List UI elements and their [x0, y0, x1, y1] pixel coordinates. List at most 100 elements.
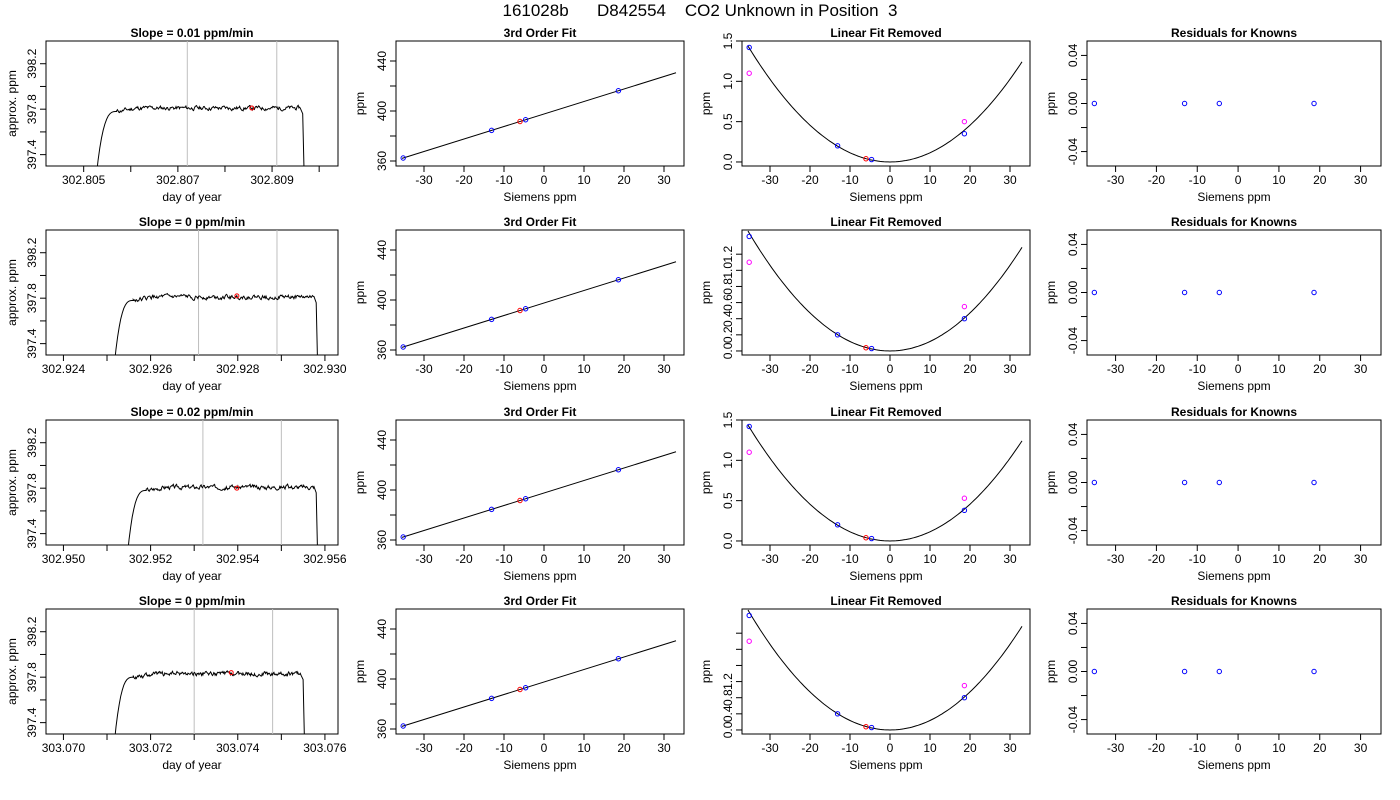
x-tick-label: 302.924: [42, 362, 86, 376]
panel-r1c2: 3rd Order Fit -30 -20 -10 0 10 20 30 Siemens ppm…: [353, 26, 685, 204]
x-tick-label: 20: [1313, 741, 1327, 755]
y-tick-label: 0.04: [1066, 232, 1080, 256]
panel-r4c3: Linear Fit Removed -30 -20 -10 0 10 20 30 Siemen…: [699, 594, 1031, 772]
plot-area: [400, 261, 677, 350]
x-tick-label: -30: [1107, 741, 1125, 755]
plot-area: [1091, 289, 1317, 296]
unknown-point: [517, 497, 523, 504]
known-point: [834, 143, 841, 149]
y-tick-label: 400: [375, 669, 389, 689]
known-point: [1091, 668, 1098, 675]
y-tick-label: 0.04: [1066, 611, 1080, 635]
x-tick-label: 10: [923, 173, 937, 187]
y-axis-label: approx. ppm: [5, 259, 19, 326]
y-tick-label: 0.00: [1066, 470, 1080, 494]
panel-title: 3rd Order Fit: [504, 405, 577, 419]
y-tick-label: 360: [375, 719, 389, 739]
x-tick-label: 30: [1354, 741, 1368, 755]
plot-frame: [395, 608, 685, 735]
x-tick-label: 30: [657, 173, 671, 187]
y-tick-label: 397.4: [25, 328, 39, 358]
y-axis-label: ppm: [353, 660, 367, 683]
plot-area: [114, 609, 305, 734]
x-tick-label: 0: [887, 173, 894, 187]
y-tick-label: 397.8: [25, 473, 39, 503]
x-tick-label: -10: [841, 173, 859, 187]
y-tick-label: -0.04: [1066, 327, 1080, 355]
x-axis-label: Siemens ppm: [503, 190, 576, 204]
y-tick-label: 360: [375, 530, 389, 550]
panel-title: Linear Fit Removed: [830, 26, 941, 40]
unknown-point: [517, 686, 523, 693]
panel-title: Slope = 0.02 ppm/min: [130, 405, 253, 419]
x-tick-label: 10: [1272, 362, 1286, 376]
known-point: [488, 695, 495, 702]
y-tick-label: 1.5: [721, 411, 735, 428]
plot-frame: [1086, 419, 1382, 546]
panel-r1c1: Slope = 0.01 ppm/min 302.805 302.807 302.80…: [5, 26, 339, 204]
known-point: [746, 233, 752, 240]
x-tick-label: 30: [657, 741, 671, 755]
known-point: [1091, 100, 1098, 107]
x-tick-label: 302.805: [62, 173, 106, 187]
known-point: [400, 344, 406, 350]
plot-frame: [741, 40, 1031, 167]
x-tick-label: 0: [541, 362, 548, 376]
known-point: [1311, 289, 1317, 296]
x-tick-label: 30: [1003, 741, 1017, 755]
plot-frame: [45, 608, 339, 735]
plot-frame: [741, 608, 1031, 735]
x-tick-label: 0: [541, 173, 548, 187]
x-tick-label: 20: [1313, 362, 1327, 376]
known-point: [1091, 289, 1098, 296]
x-tick-label: 10: [923, 741, 937, 755]
x-axis-label: Siemens ppm: [1197, 758, 1270, 772]
x-tick-label: 302.950: [42, 552, 86, 566]
y-tick-label: 397.4: [25, 139, 39, 169]
plot-area: [1091, 668, 1317, 675]
known-point: [488, 316, 495, 323]
x-tick-label: -30: [1107, 173, 1125, 187]
x-tick-label: 0: [1235, 362, 1242, 376]
panel-title: Slope = 0.01 ppm/min: [130, 26, 253, 40]
unknown-point: [863, 345, 869, 351]
x-tick-label: 302.956: [303, 552, 347, 566]
y-tick-label: 400: [375, 290, 389, 310]
plot-frame: [395, 419, 685, 546]
y-axis-label: ppm: [1044, 281, 1058, 304]
x-tick-label: 10: [923, 362, 937, 376]
fit-line: [401, 640, 677, 727]
ppm-trace: [127, 483, 318, 545]
plot-area: [114, 230, 318, 355]
x-axis-label: Siemens ppm: [1197, 379, 1270, 393]
y-tick-label: -0.04: [1066, 517, 1080, 545]
x-axis-label: day of year: [162, 569, 221, 583]
y-tick-label: 397.8: [25, 94, 39, 124]
y-tick-label: 0.4: [721, 310, 735, 327]
known-point: [834, 522, 841, 528]
unknown-point: [517, 118, 523, 125]
x-tick-label: -20: [801, 741, 819, 755]
x-tick-label: 20: [963, 552, 977, 566]
x-axis-label: Siemens ppm: [1197, 569, 1270, 583]
y-tick-label: 440: [375, 240, 389, 260]
x-tick-label: -10: [1189, 173, 1207, 187]
known-point: [400, 534, 406, 540]
y-tick-label: 397.4: [25, 707, 39, 737]
x-tick-label: 30: [1003, 362, 1017, 376]
known-point: [522, 496, 529, 502]
x-axis-label: day of year: [162, 190, 221, 204]
known-point: [834, 332, 841, 338]
y-tick-label: 400: [375, 480, 389, 500]
known-point: [1181, 668, 1188, 675]
panel-title: Slope = 0 ppm/min: [139, 594, 245, 608]
y-tick-label: 398.2: [25, 48, 39, 78]
x-tick-label: 20: [963, 741, 977, 755]
y-tick-label: 0.0: [721, 342, 735, 359]
x-axis-label: Siemens ppm: [849, 569, 922, 583]
known-point: [1311, 479, 1317, 486]
unknown-point: [249, 105, 255, 111]
known-point: [1216, 668, 1223, 675]
y-tick-label: 398.2: [25, 237, 39, 267]
panel-title: 3rd Order Fit: [504, 26, 577, 40]
